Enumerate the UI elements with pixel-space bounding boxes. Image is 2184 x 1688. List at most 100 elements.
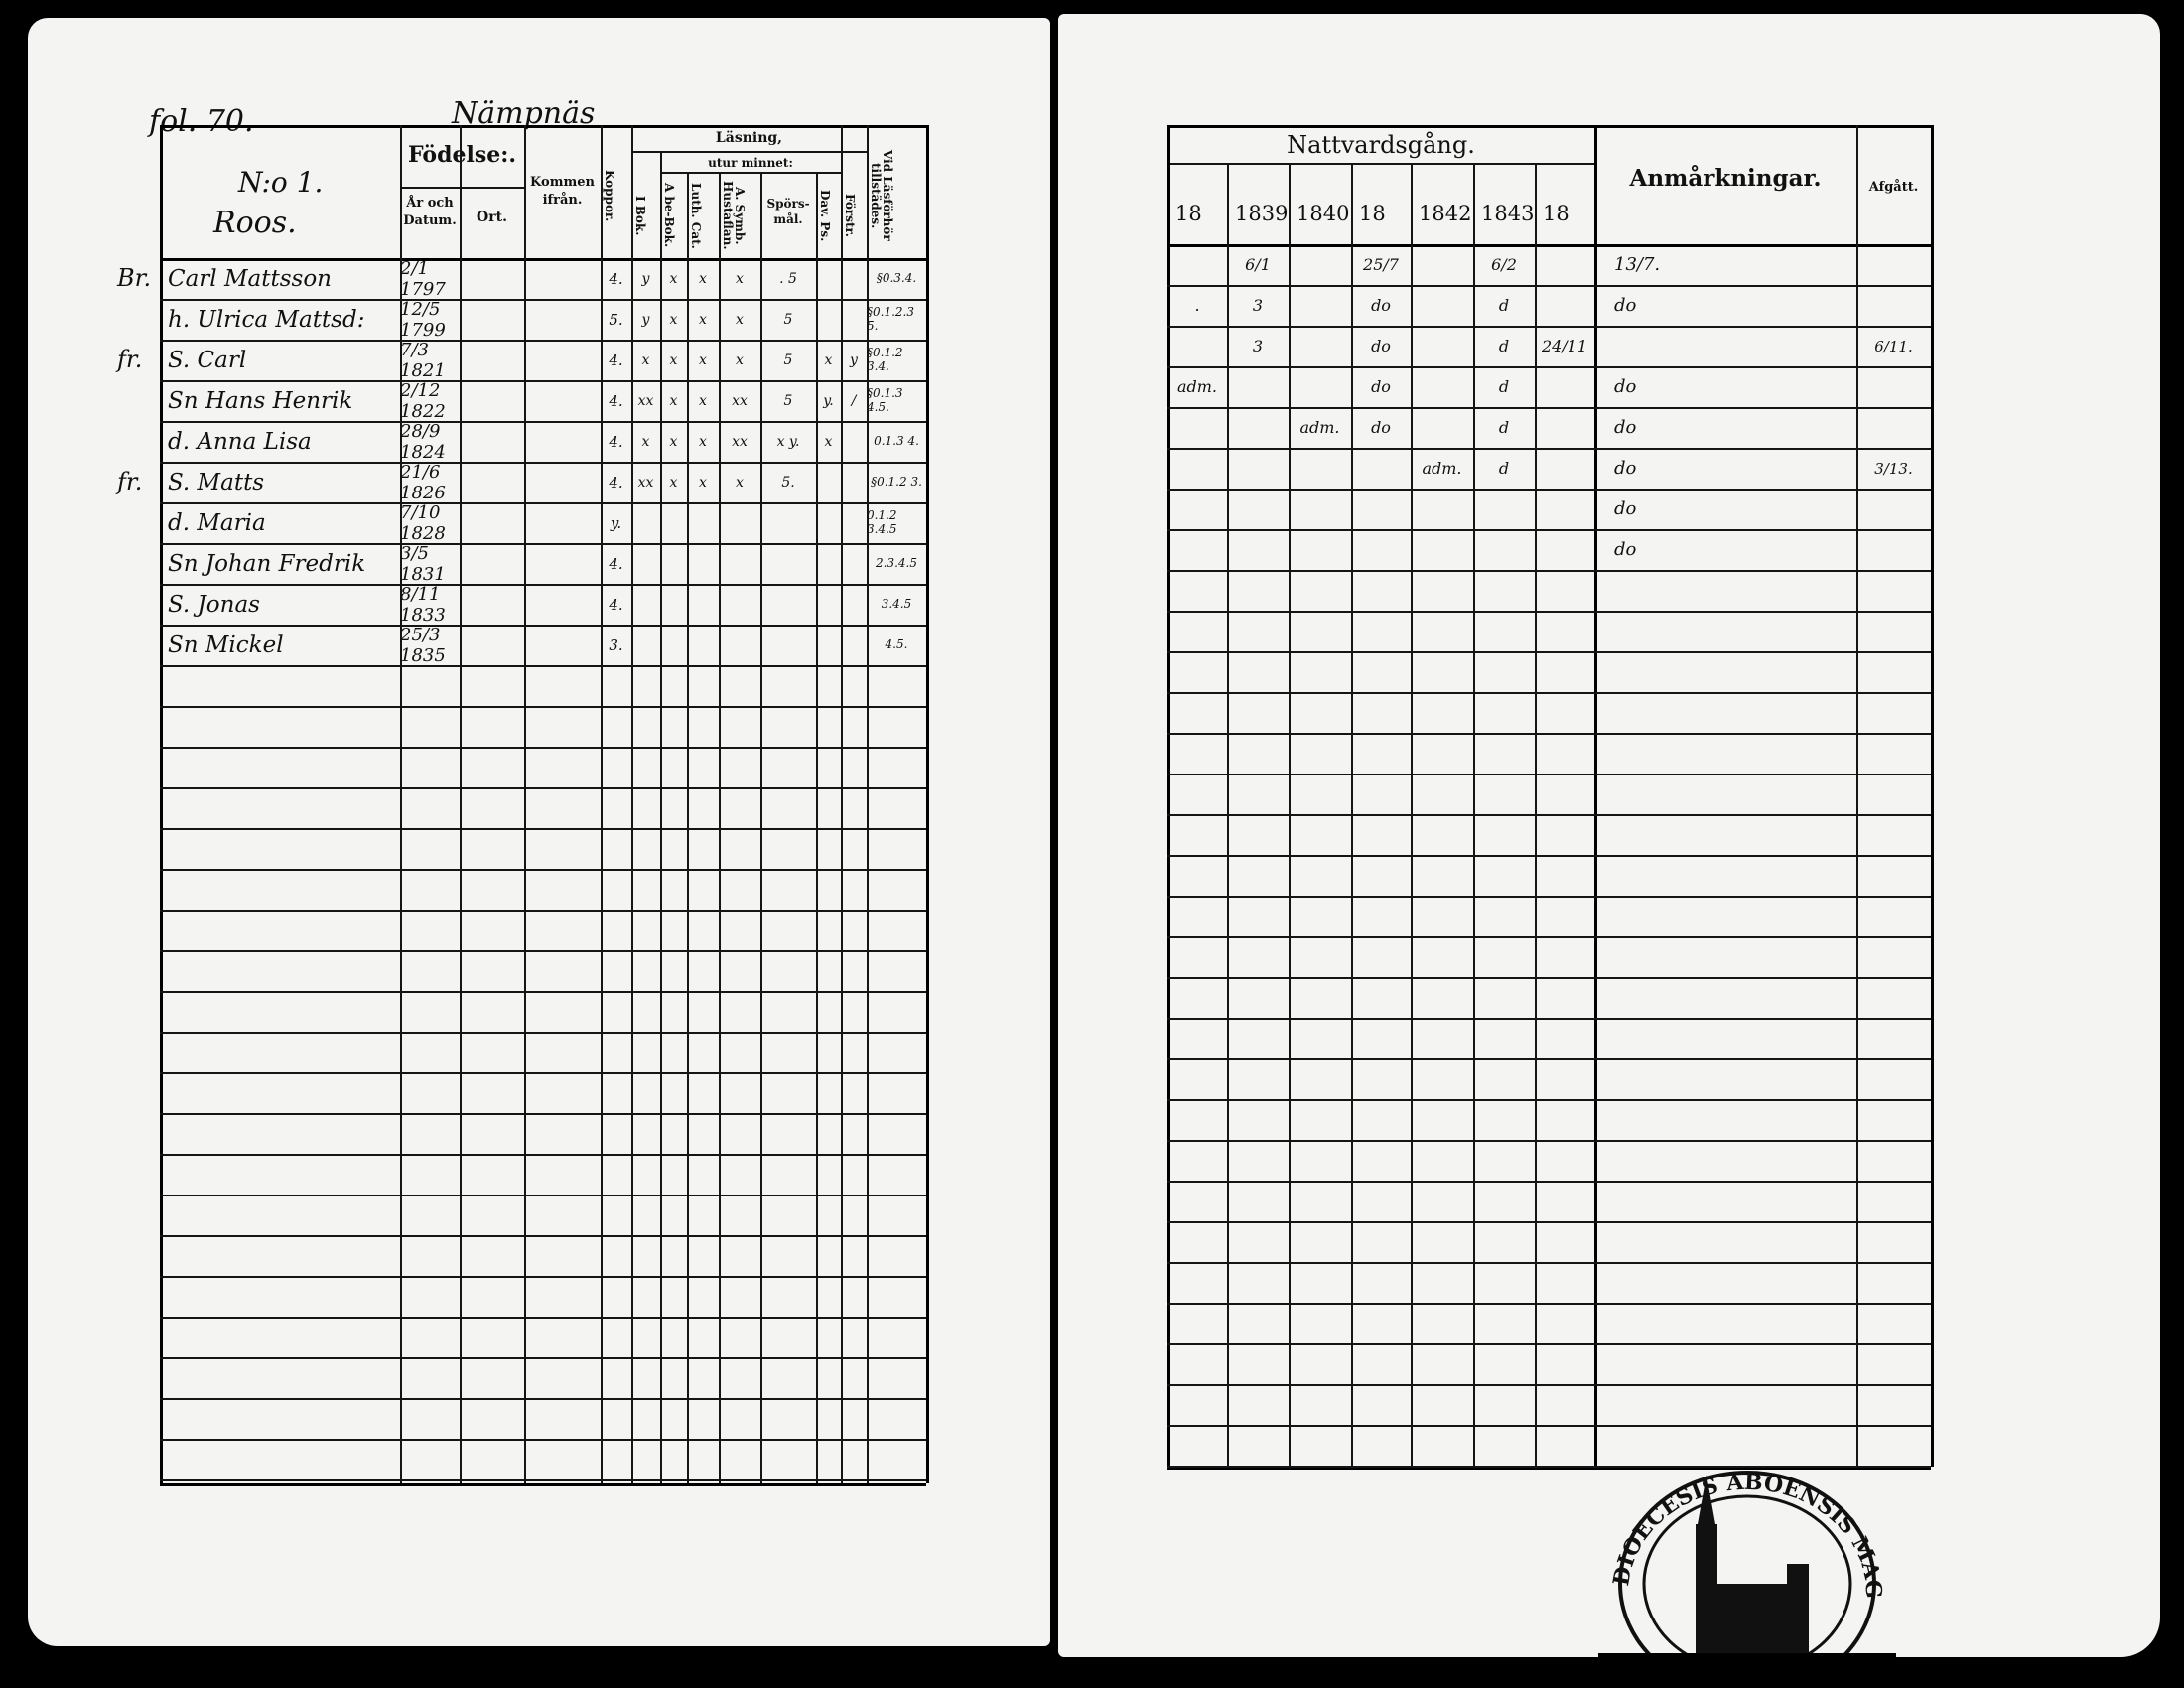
header-a-symb: A. Symb. Hustaflan.	[721, 181, 747, 250]
person-name: Carl Mattsson	[168, 265, 332, 292]
lasforhor-value: 0.1.2 3.4.5	[867, 508, 897, 536]
koppor-value: 3.	[609, 635, 623, 654]
communion-entry: do	[1371, 337, 1391, 355]
departure-entry: 3/13.	[1874, 459, 1913, 478]
lasforhor-value: §0.3.4.	[876, 270, 917, 285]
grid-line	[160, 1398, 926, 1400]
person-name: S. Carl	[168, 347, 247, 373]
grid-line	[160, 950, 926, 952]
header-nattvardsgang: Nattvardsgång.	[1287, 131, 1475, 159]
reading-mark: y	[641, 311, 650, 328]
grid-line	[160, 665, 926, 667]
reading-mark: x	[669, 352, 678, 368]
grid-line	[1167, 285, 1931, 287]
header-vid-lasforhor: Vid Läsförhör tillstädes.	[869, 150, 894, 241]
reading-mark: xx	[732, 433, 748, 450]
header-year: 1843	[1481, 202, 1535, 225]
grid-line	[160, 1357, 926, 1359]
header-kommen-ifran: Kommen ifrån.	[530, 175, 595, 209]
reading-mark: x	[736, 352, 744, 368]
grid-line	[1167, 570, 1931, 572]
header-lasning: Läsning,	[715, 130, 783, 146]
header-anmarkningar: Anmårkningar.	[1629, 165, 1822, 192]
remark-entry: do	[1614, 376, 1637, 397]
grid-line	[1167, 1181, 1931, 1183]
grid-line	[1167, 896, 1931, 898]
remark-entry: do	[1614, 417, 1637, 438]
koppor-value: 4.	[609, 391, 623, 410]
person-name: Sn Mickel	[168, 632, 284, 658]
grid-line	[160, 340, 926, 342]
communion-entry: .	[1194, 296, 1200, 315]
lasforhor-value: §0.1.2.3 5.	[867, 305, 914, 333]
header-luth-cat: Luth. Cat.	[689, 182, 703, 249]
grid-line	[816, 172, 818, 1483]
communion-entry: d	[1498, 296, 1510, 315]
reading-mark: x	[699, 474, 707, 491]
grid-line	[160, 1317, 926, 1319]
communion-entry: 6/1	[1245, 255, 1271, 274]
reading-mark: xx	[732, 392, 748, 409]
reading-mark: 5	[783, 352, 793, 368]
reading-mark: x	[736, 311, 744, 328]
koppor-value: 4.	[609, 554, 623, 573]
header-year: 1839	[1235, 202, 1289, 225]
village-name: Nämpnäs	[452, 96, 596, 131]
grid-line	[160, 1154, 926, 1156]
header-ort: Ort.	[477, 210, 507, 225]
grid-line	[160, 910, 926, 912]
grid-line	[1167, 1058, 1931, 1060]
remark-entry: 13/7.	[1614, 254, 1661, 275]
grid-line	[160, 543, 926, 545]
grid-line	[760, 172, 762, 1483]
grid-line	[1167, 774, 1931, 775]
grid-line	[1167, 855, 1931, 857]
birth-date: 7/10 1828	[400, 502, 446, 543]
grid-line	[1167, 1221, 1931, 1223]
grid-line	[926, 125, 929, 1483]
reading-mark: x	[699, 392, 707, 409]
grid-line	[400, 125, 402, 1483]
grid-line	[160, 706, 926, 708]
communion-entry: adm.	[1299, 418, 1340, 437]
reading-mark: x	[699, 311, 707, 328]
grid-line	[1167, 448, 1931, 450]
left-page	[28, 18, 1050, 1646]
person-name: S. Jonas	[168, 591, 260, 618]
grid-line	[660, 151, 662, 1483]
header-year: 18	[1359, 202, 1386, 225]
grid-line	[160, 625, 926, 627]
row-margin-note: fr.	[117, 346, 143, 373]
grid-line	[160, 869, 926, 871]
grid-line	[160, 380, 926, 382]
header-sporsmal: Spörs-mål.	[766, 197, 810, 226]
reading-mark: x	[824, 433, 833, 450]
grid-line	[1167, 1018, 1931, 1020]
departure-entry: 6/11.	[1874, 337, 1913, 355]
grid-line	[1167, 1425, 1931, 1427]
grid-line	[1594, 125, 1597, 1467]
grid-line	[1167, 1466, 1931, 1468]
communion-entry: d	[1498, 337, 1510, 355]
grid-line	[1167, 1140, 1931, 1142]
header-year: 18	[1543, 202, 1570, 225]
grid-line	[1931, 125, 1934, 1467]
stamp-ring-outer	[1618, 1471, 1876, 1688]
grid-line	[160, 299, 926, 301]
person-name: h. Ulrica Mattsd:	[168, 306, 365, 333]
grid-line	[160, 991, 926, 993]
stamp-text: DIOECESIS ABOENSIS MAG. INT.	[1598, 1455, 1886, 1599]
birth-date: 3/5 1831	[400, 543, 446, 584]
person-name: Sn Hans Henrik	[168, 387, 353, 414]
remark-entry: do	[1614, 295, 1637, 316]
remark-entry: do	[1614, 498, 1637, 519]
koppor-value: y.	[610, 513, 622, 532]
grid-line	[160, 787, 926, 789]
lasforhor-value: §0.1.3 4.5.	[867, 386, 903, 414]
reading-mark: x y.	[776, 433, 800, 450]
right-page	[1058, 14, 2160, 1657]
communion-entry: 3	[1252, 337, 1264, 355]
person-name: d. Anna Lisa	[168, 428, 312, 455]
header-fodelse: Födelse:.	[408, 142, 516, 168]
communion-entry: d	[1498, 418, 1510, 437]
